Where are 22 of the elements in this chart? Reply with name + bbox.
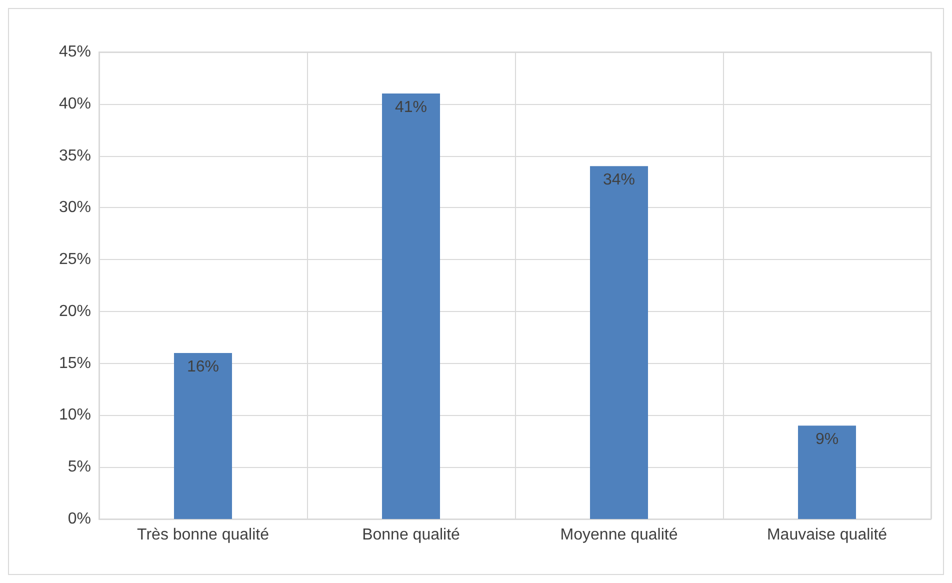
data-label: 34% bbox=[602, 172, 636, 189]
data-label: 41% bbox=[394, 99, 428, 116]
bar bbox=[590, 166, 648, 519]
x-tick-label: Moyenne qualité bbox=[560, 526, 678, 544]
y-tick-label: 20% bbox=[58, 302, 91, 320]
y-tick-label: 30% bbox=[58, 199, 91, 216]
y-tick-label: 45% bbox=[58, 44, 91, 60]
y-tick-label: 15% bbox=[58, 354, 91, 372]
y-tick-label: 0% bbox=[68, 510, 91, 528]
bar bbox=[798, 426, 856, 519]
bar bbox=[382, 94, 440, 519]
x-tick-label: Mauvaise qualité bbox=[766, 526, 888, 544]
x-tick-label: Très bonne qualité bbox=[137, 526, 270, 544]
y-tick-label: 35% bbox=[58, 147, 91, 164]
bar bbox=[174, 352, 232, 519]
y-tick-label: 40% bbox=[58, 95, 91, 112]
x-tick-label: Bonne qualité bbox=[362, 526, 460, 544]
y-tick-label: 10% bbox=[58, 406, 91, 424]
data-label: 16% bbox=[186, 358, 220, 376]
y-tick-label: 25% bbox=[58, 251, 91, 268]
y-tick-label: 5% bbox=[68, 458, 91, 476]
data-label: 9% bbox=[815, 431, 839, 448]
